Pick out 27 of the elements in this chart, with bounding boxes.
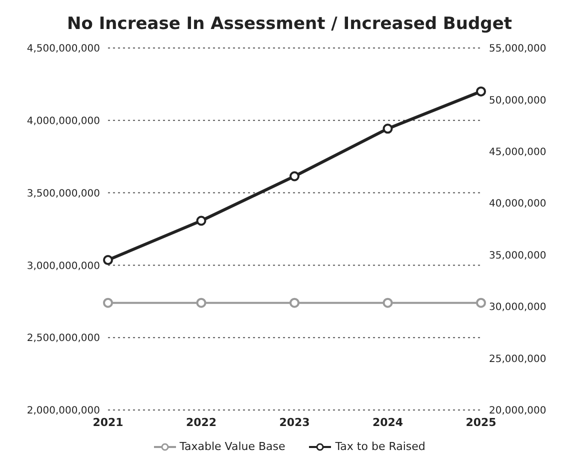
y-tick-label: 3,500,000,000	[26, 188, 100, 200]
x-tick-label: 2021	[92, 416, 124, 429]
x-tick-label: 2023	[279, 416, 310, 429]
chart-title: No Increase In Assessment / Increased Budget	[66, 13, 513, 36]
point	[476, 86, 486, 96]
x-tick-label: 2024	[372, 416, 404, 429]
legend-label: Taxable Value Base	[178, 440, 286, 453]
y-tick-label: 2,500,000,000	[26, 333, 100, 344]
point	[103, 255, 113, 266]
y2-tick-label: 40,000,000	[489, 198, 546, 210]
y-tick-label: 4,000,000,000	[26, 116, 100, 127]
point	[290, 171, 300, 182]
y-tick-label: 2,000,000,000	[26, 406, 100, 417]
legend-label: Tax to be Raised	[334, 440, 426, 453]
y2-tick-label: 25,000,000	[489, 354, 546, 365]
x-tick-label: 2025	[466, 416, 496, 429]
y2-tick-label: 20,000,000	[489, 406, 546, 417]
y-tick-label: 3,000,000,000	[26, 260, 100, 272]
y-tick-label: 4,500,000,000	[26, 44, 100, 55]
y2-tick-label: 35,000,000	[489, 250, 546, 262]
y2-tick-label: 55,000,000	[489, 44, 546, 55]
y2-tick-label: 50,000,000	[489, 95, 546, 106]
point	[382, 124, 393, 134]
x-tick-label: 2022	[186, 416, 217, 429]
y2-tick-label: 30,000,000	[489, 302, 546, 314]
point	[196, 216, 206, 226]
y2-tick-label: 45,000,000	[489, 146, 546, 158]
